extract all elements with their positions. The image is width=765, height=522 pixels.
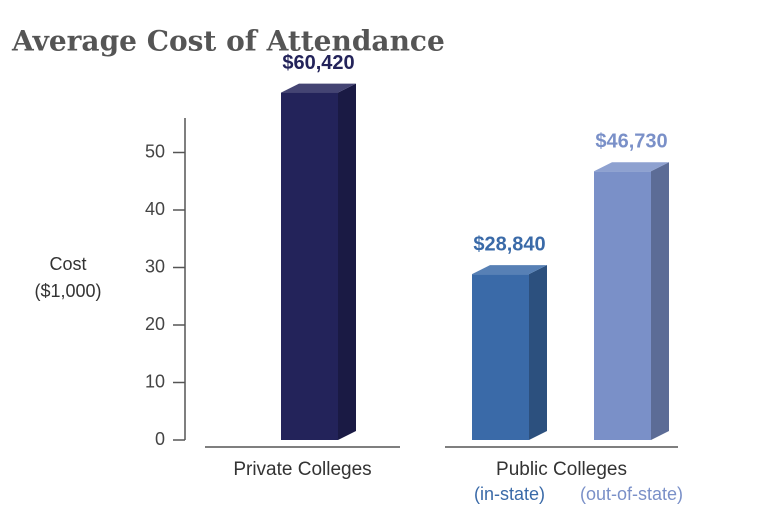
y-tick-label: 30 <box>145 256 165 276</box>
y-tick-label: 10 <box>145 371 165 391</box>
bar-side <box>651 162 669 441</box>
value-label: $60,420 <box>282 52 354 74</box>
x-tick-label: Public Colleges <box>496 459 627 480</box>
bar <box>281 92 338 441</box>
chart-title: Average Cost of Attendance <box>11 25 445 58</box>
y-tick-label: 0 <box>155 429 165 449</box>
bar-top <box>472 265 547 275</box>
y-tick-label: 20 <box>145 314 165 334</box>
bar-name: (out-of-state) <box>580 484 683 504</box>
bar-top <box>281 83 356 93</box>
bar-name: (in-state) <box>474 484 545 504</box>
bar-top <box>594 162 669 172</box>
bar-side <box>338 83 356 441</box>
bar <box>594 171 651 441</box>
y-axis-label: ($1,000) <box>34 281 101 301</box>
bar <box>472 274 529 440</box>
x-tick-label: Private Colleges <box>233 459 371 480</box>
bar-side <box>529 265 547 440</box>
y-tick-label: 50 <box>145 141 165 161</box>
y-axis-label: Cost <box>49 254 86 274</box>
value-label: $28,840 <box>473 233 545 255</box>
y-tick-label: 40 <box>145 199 165 219</box>
value-label: $46,730 <box>595 131 667 153</box>
